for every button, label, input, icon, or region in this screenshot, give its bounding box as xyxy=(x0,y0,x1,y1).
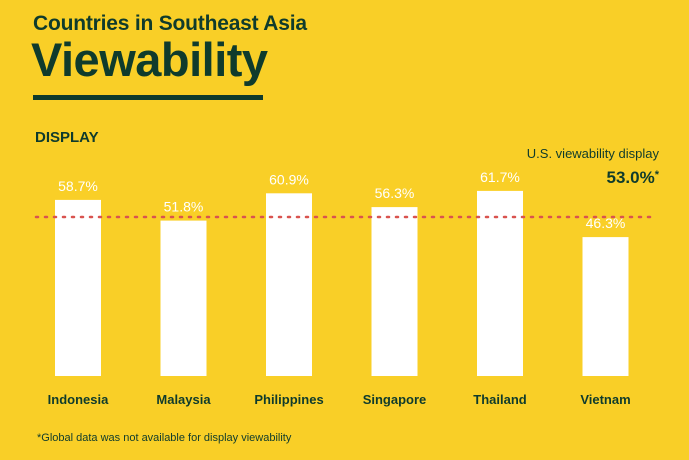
chart-subtitle: Countries in Southeast Asia xyxy=(33,12,307,35)
category-label-thailand: Thailand xyxy=(473,392,527,407)
bar-philippines xyxy=(266,193,312,376)
value-label-indonesia: 58.7% xyxy=(58,178,98,194)
bar-vietnam xyxy=(582,237,629,376)
reference-marker: * xyxy=(654,169,659,181)
reference-value-text: 53.0% xyxy=(606,168,655,187)
value-label-vietnam: 46.3% xyxy=(586,215,626,231)
reference-value: 53.0%* xyxy=(509,168,659,188)
value-label-thailand: 61.7% xyxy=(480,169,520,185)
bar-singapore xyxy=(371,207,418,376)
category-label-singapore: Singapore xyxy=(363,392,427,407)
title-underline xyxy=(33,95,263,100)
category-label-philippines: Philippines xyxy=(254,392,323,407)
category-label-indonesia: Indonesia xyxy=(48,392,109,407)
value-label-philippines: 60.9% xyxy=(269,171,309,187)
category-label-malaysia: Malaysia xyxy=(156,392,211,407)
value-label-malaysia: 51.8% xyxy=(164,199,204,215)
category-label-vietnam: Vietnam xyxy=(580,392,630,407)
value-label-singapore: 56.3% xyxy=(375,185,415,201)
chart-title: Viewability xyxy=(31,33,268,86)
footnote: *Global data was not available for displ… xyxy=(37,432,292,444)
bar-thailand xyxy=(477,190,523,376)
reference-label: U.S. viewability display xyxy=(526,146,659,161)
reference-annotation: U.S. viewability display 53.0%* xyxy=(509,146,659,188)
section-label: DISPLAY xyxy=(35,129,99,146)
bar-malaysia xyxy=(160,220,207,376)
bar-indonesia xyxy=(55,199,101,376)
